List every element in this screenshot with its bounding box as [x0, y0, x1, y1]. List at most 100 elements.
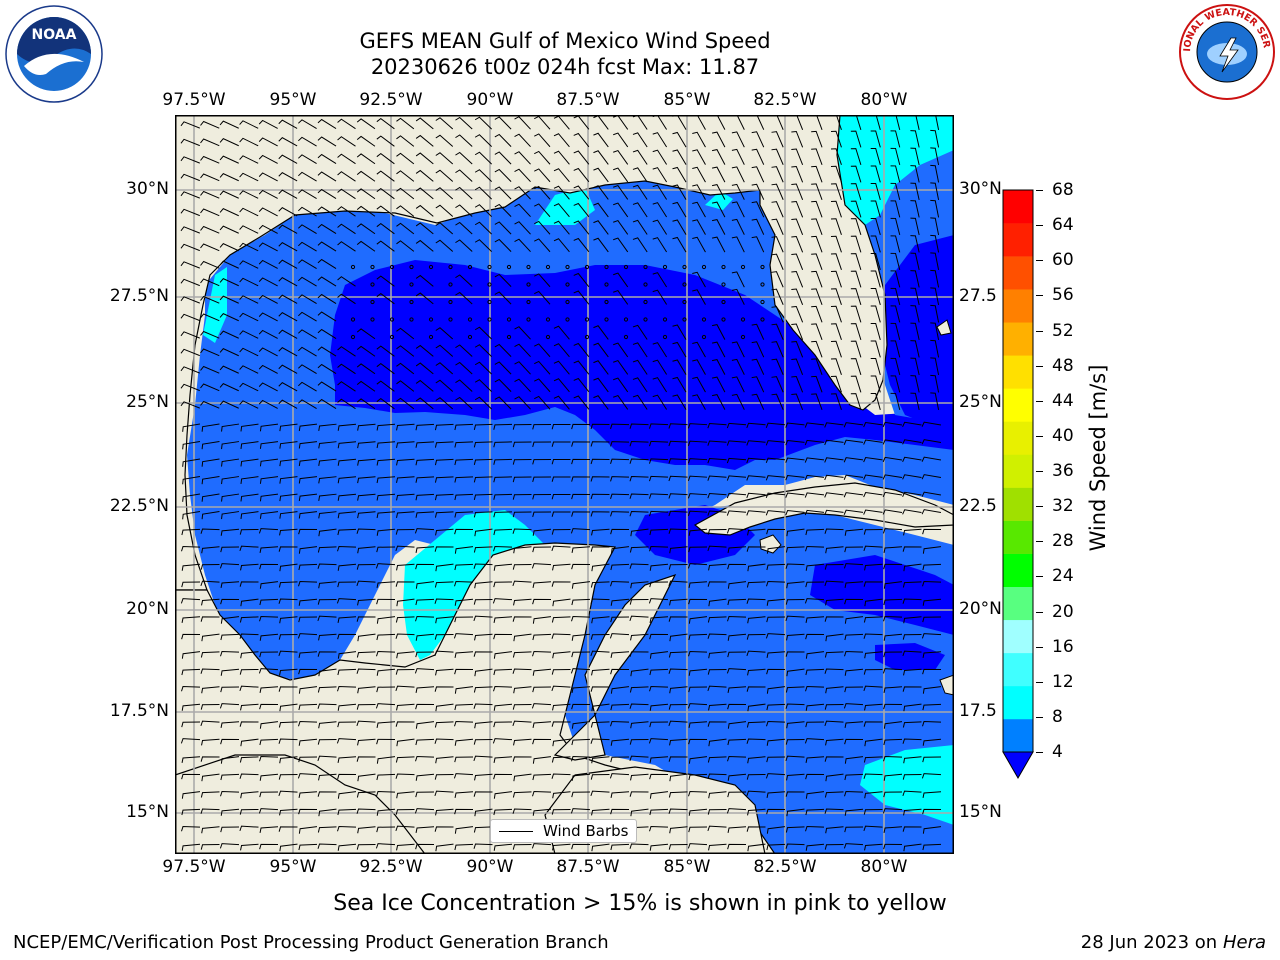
wind-barb-calm	[389, 317, 395, 322]
wind-barb	[590, 476, 610, 482]
wind-barb	[910, 375, 920, 393]
wind-barb	[180, 278, 200, 287]
wind-barb	[455, 151, 473, 165]
wind-barb	[278, 172, 298, 182]
wind-barb	[415, 292, 434, 305]
wind-barb	[474, 344, 492, 357]
wind-barb	[279, 563, 298, 572]
wind-barb	[707, 825, 727, 832]
wind-barb	[825, 546, 844, 554]
wind-barb	[785, 474, 805, 481]
wind-barb	[376, 616, 396, 624]
colorbar-band	[1003, 652, 1033, 687]
wind-barb	[278, 650, 298, 657]
wind-barb-calm	[584, 334, 590, 340]
wind-barb	[259, 493, 279, 502]
wind-barb-calm	[487, 282, 492, 287]
wind-barb-calm	[721, 299, 726, 305]
wind-barb	[649, 545, 669, 552]
wind-barb	[747, 843, 766, 852]
wind-barb	[571, 703, 591, 710]
wind-barb	[870, 358, 881, 376]
wind-barb	[746, 440, 766, 446]
wind-barb	[337, 398, 356, 410]
colorbar-band	[1003, 289, 1033, 323]
wind-barb	[258, 277, 278, 287]
wind-barb	[239, 808, 259, 815]
wind-barb	[766, 563, 786, 571]
wind-barb	[707, 545, 727, 552]
wind-barb-calm	[740, 317, 746, 322]
wind-barb-calm	[604, 299, 609, 305]
colorbar-tick-label: 60	[1052, 250, 1074, 271]
wind-barb	[473, 755, 493, 762]
wind-barb	[337, 825, 357, 832]
wind-barb	[200, 260, 220, 269]
wind-barb	[493, 545, 513, 552]
wind-barb	[864, 651, 883, 659]
wind-barb	[747, 563, 766, 572]
wind-barb	[181, 843, 201, 851]
wind-barb	[864, 843, 883, 851]
wind-barb	[870, 393, 881, 411]
wind-barb	[532, 493, 552, 500]
wind-barb	[552, 738, 571, 747]
wind-barb	[610, 686, 630, 694]
wind-barb	[830, 393, 842, 411]
wind-barb	[298, 703, 318, 711]
wind-barb	[181, 563, 201, 571]
wind-barb	[298, 119, 317, 129]
wind-barb	[317, 738, 337, 745]
wind-barb	[811, 130, 823, 148]
wind-barb	[791, 323, 804, 340]
wind-barb	[435, 668, 454, 676]
wind-barb	[902, 421, 922, 428]
wind-barb	[376, 188, 395, 200]
wind-barb	[843, 457, 864, 463]
wind-barb-calm	[721, 282, 726, 287]
wind-barb	[890, 235, 901, 253]
wind-barb	[375, 843, 396, 849]
wind-barb	[474, 116, 492, 130]
wind-barb	[494, 343, 512, 357]
wind-barb	[902, 686, 922, 692]
wind-barb	[532, 633, 552, 641]
wind-barb	[610, 493, 630, 500]
wind-barb	[376, 790, 396, 797]
wind-barb	[708, 791, 727, 799]
wind-barb	[830, 358, 842, 376]
wind-barb	[474, 528, 493, 537]
wind-barb	[181, 703, 201, 711]
wind-barb	[454, 546, 474, 554]
wind-barb	[279, 668, 298, 676]
wind-barb	[298, 381, 317, 392]
wind-barb	[473, 563, 493, 569]
wind-barb	[454, 843, 474, 851]
lon-label-top: 87.5°W	[556, 90, 620, 110]
wind-barb	[791, 235, 804, 253]
wind-barb	[629, 843, 649, 849]
wind-barb	[590, 650, 610, 657]
wind-barb	[668, 440, 688, 447]
wind-barb	[279, 616, 298, 624]
wind-barb	[278, 773, 298, 780]
wind-barb	[727, 738, 747, 746]
wind-barb	[396, 362, 415, 375]
wind-barb	[376, 598, 396, 605]
wind-barb	[258, 137, 278, 147]
wind-barb	[532, 511, 552, 518]
wind-barb	[297, 773, 318, 779]
wind-barb	[200, 843, 220, 850]
wind-barb-calm	[643, 282, 648, 287]
wind-barb	[825, 773, 844, 782]
wind-barb	[434, 511, 454, 518]
wind-barb	[805, 651, 825, 659]
wind-barb	[875, 115, 881, 131]
wind-barb	[632, 394, 648, 410]
lon-label-top: 82.5°W	[753, 90, 817, 110]
wind-barb	[298, 476, 318, 484]
wind-barb	[356, 528, 376, 534]
wind-barb	[396, 222, 415, 235]
wind-barb	[830, 130, 842, 148]
wind-barb	[863, 721, 883, 727]
